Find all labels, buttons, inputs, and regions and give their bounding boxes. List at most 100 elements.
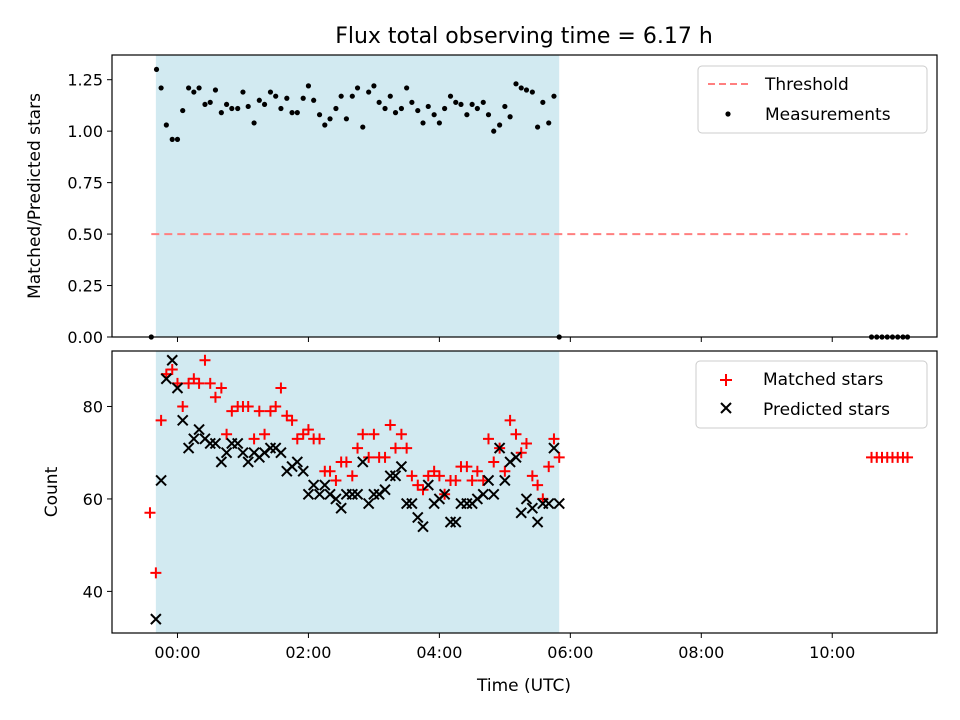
matched-star-point (193, 377, 205, 389)
matched-star-point (532, 479, 544, 491)
matched-star-point (314, 433, 326, 445)
predicted-star-point (357, 456, 369, 468)
predicted-star-point (389, 470, 402, 482)
matched-star-point (155, 414, 167, 426)
measurement-point (518, 85, 524, 91)
matched-star-point (395, 428, 407, 440)
measurement-point (278, 105, 284, 112)
measurement-point (191, 89, 197, 95)
predicted-star-point (444, 516, 457, 528)
measurement-point (218, 110, 224, 116)
matched-star-point (477, 474, 489, 486)
matched-star-point (226, 405, 238, 417)
predicted-star-point (220, 446, 233, 459)
predicted-star-point (150, 613, 162, 625)
matched-star-point (902, 451, 914, 463)
measurement-point (382, 105, 388, 112)
measurement-point (180, 107, 186, 114)
x-tick-label: 08:00 (678, 643, 724, 662)
matched-star-point (259, 428, 271, 440)
measurement-point (458, 101, 464, 108)
matched-star-point (150, 567, 162, 579)
matched-star-point (275, 382, 287, 394)
count-panel-frame (111, 350, 938, 634)
predicted-star-point (188, 433, 200, 445)
measurement-point (523, 87, 530, 93)
predicted-star-point (346, 488, 359, 501)
measurement-point (338, 93, 344, 99)
predicted-star-point (526, 502, 539, 514)
matched-star-point (177, 400, 189, 412)
measurement-point (513, 81, 519, 87)
ratio-y-tick-label: 0.25 (67, 277, 103, 296)
measurement-point (163, 122, 169, 128)
measurement-point (392, 110, 399, 116)
x-tick-label: 04:00 (416, 643, 462, 662)
predicted-star-point (160, 373, 173, 385)
matched-star-point (471, 465, 483, 477)
measurement-point (158, 85, 164, 91)
predicted-star-point (193, 423, 205, 436)
measurement-point (305, 83, 312, 89)
measurement-point (415, 107, 421, 114)
matched-star-point (324, 465, 336, 477)
matched-star-point (199, 354, 211, 366)
measurement-point (507, 114, 513, 120)
measurement-point (256, 97, 262, 103)
count-legend: Matched stars Predicted stars (695, 360, 928, 429)
ratio-y-tick-label: 1.00 (67, 122, 103, 141)
predicted-star-point (412, 511, 424, 524)
measurement-point (316, 112, 323, 118)
legend-matched-swatch (720, 374, 732, 386)
measurement-point (235, 105, 241, 112)
measurement-point (480, 99, 486, 105)
predicted-star-point (531, 516, 544, 528)
matched-star-point (390, 442, 402, 454)
measurement-point (273, 93, 279, 99)
measurement-point (289, 110, 295, 116)
matched-star-point (499, 465, 511, 477)
ratio-legend: Threshold Measurements (697, 65, 928, 134)
matched-star-point (488, 456, 500, 468)
count-legend-box (695, 360, 928, 429)
predicted-star-point (209, 437, 222, 450)
ratio-y-axis-label: Matched/Predicted stars (25, 93, 45, 299)
predicted-star-point (302, 488, 315, 501)
measurement-point (474, 105, 480, 112)
ratio-legend-box (697, 65, 928, 134)
predicted-star-point (422, 479, 434, 491)
x-axis-label: Time (UTC) (476, 676, 571, 696)
measurement-point (327, 116, 333, 122)
matched-star-point (286, 414, 298, 426)
measurement-point (360, 124, 366, 130)
measurement-point (333, 105, 339, 112)
measurement-point (284, 95, 290, 101)
measurement-point (497, 122, 503, 128)
measurement-point (387, 93, 393, 99)
legend-measurements-swatch (725, 111, 731, 117)
matched-star-point (221, 428, 233, 440)
x-tick-label: 00:00 (154, 643, 200, 662)
measurement-point (398, 105, 405, 112)
matched-star-point (510, 428, 522, 440)
matched-star-point (302, 424, 314, 436)
measurement-point (453, 99, 459, 105)
matched-star-point (215, 382, 227, 394)
ratio-panel: 0.00 0.25 0.50 0.75 1.00 1.25 Matched/Predict… (25, 54, 938, 347)
measurement-point (485, 112, 492, 118)
matched-star-point (363, 451, 375, 463)
matched-star-point (144, 507, 156, 519)
matched-star-point (406, 470, 418, 482)
count-panel: 40 60 80 00:00 02:00 04:00 06:00 08:00 10:00 Co… (42, 350, 938, 696)
measurement-point (311, 97, 317, 103)
measurement-point (223, 101, 230, 108)
measurement-point (551, 93, 557, 99)
measurement-point (349, 93, 355, 99)
matched-star-point (553, 451, 565, 463)
matched-star-point (433, 470, 445, 482)
count-y-tick-label: 40 (83, 582, 103, 601)
legend-predicted-label: Predicted stars (763, 400, 890, 420)
measurement-point (491, 128, 497, 134)
measurement-point (343, 116, 350, 122)
